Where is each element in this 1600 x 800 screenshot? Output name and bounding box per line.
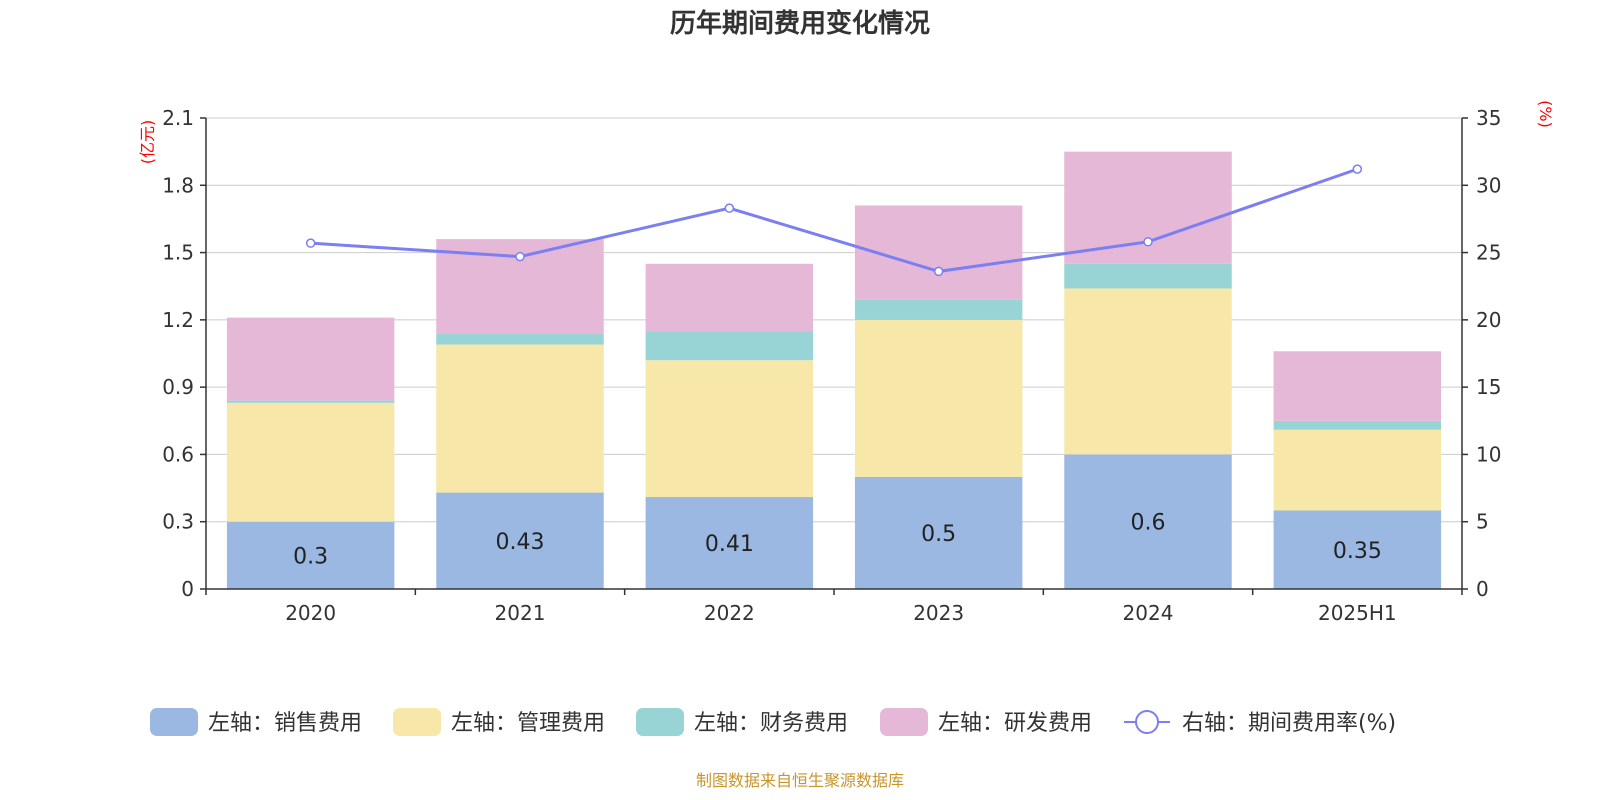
right-tick-label: 10	[1476, 442, 1501, 466]
legend: 左轴：销售费用 左轴：管理费用 左轴：财务费用 左轴：研发费用 右轴：期间费用率(%)	[150, 708, 1396, 736]
bar-segment-4-2024	[1064, 151, 1232, 264]
bar-segment-1-2022	[645, 497, 814, 589]
x-tick-label: 2023	[913, 601, 964, 625]
bar-segment-1-2024	[1064, 454, 1232, 589]
left-axis-unit: (亿元)	[138, 120, 157, 165]
bar-segment-4-2025H1	[1273, 351, 1442, 421]
rate-point-2023	[933, 266, 944, 277]
bar-segment-2-2021	[436, 344, 604, 493]
gridlines	[206, 117, 1462, 523]
legend-swatch	[636, 708, 684, 736]
bar-segment-3-2024	[1064, 263, 1232, 289]
bar-segment-4-2022	[645, 263, 814, 332]
left-tick-label: 1.8	[162, 173, 194, 197]
axes: 0 0.3 0.6 0.9 1.2 1.5 1.8 2.1 0 5 10 15 20 25 30 35 2020…	[138, 100, 1555, 625]
bar-value-label: 0.35	[1333, 539, 1382, 564]
source-footer: 制图数据来自恒生聚源数据库	[696, 771, 904, 790]
left-tick-label: 0.3	[162, 510, 194, 534]
right-tick-label: 0	[1476, 577, 1489, 601]
legend-swatch	[150, 708, 198, 736]
legend-swatch	[393, 708, 441, 736]
left-tick-label: 2.1	[162, 106, 194, 130]
left-tick-label: 0	[181, 577, 194, 601]
bar-segment-1-2025H1	[1273, 510, 1442, 589]
left-tick-label: 0.6	[162, 442, 194, 466]
left-tick-label: 1.5	[162, 241, 194, 265]
x-tick-label: 2024	[1123, 601, 1174, 625]
bar-series-group: 0.3 0.43 0.41 0.5 0.6 0.35	[226, 151, 1442, 589]
legend-label: 右轴：期间费用率(%)	[1182, 711, 1396, 736]
bar-segment-1-2021	[436, 492, 604, 589]
legend-label: 左轴：财务费用	[694, 711, 848, 736]
bar-segment-2-2024	[1064, 288, 1232, 455]
bar-segment-2-2020	[226, 402, 395, 522]
chart-title: 历年期间费用变化情况	[670, 8, 930, 39]
rate-point-2025H1	[1352, 164, 1363, 174]
bar-segment-3-2025H1	[1273, 420, 1442, 430]
rate-point-2024	[1143, 237, 1153, 247]
legend-label: 左轴：管理费用	[451, 711, 605, 736]
x-tick-label: 2022	[704, 601, 755, 625]
right-tick-label: 25	[1476, 241, 1501, 265]
bar-segment-3-2023	[854, 299, 1023, 320]
bar-segment-2-2023	[854, 319, 1023, 477]
right-tick-label: 15	[1476, 375, 1501, 399]
bar-value-label: 0.5	[921, 522, 956, 547]
line-series-group	[305, 164, 1363, 277]
legend-label: 左轴：研发费用	[938, 711, 1092, 736]
right-tick-label: 20	[1476, 308, 1501, 332]
bar-value-label: 0.6	[1131, 511, 1166, 536]
rate-point-2020	[305, 238, 316, 248]
right-tick-label: 35	[1476, 106, 1501, 130]
x-tick-label: 2021	[495, 601, 546, 625]
bar-value-label: 0.43	[496, 530, 545, 555]
x-tick-label: 2025H1	[1318, 601, 1397, 625]
bar-segment-4-2023	[854, 205, 1023, 300]
x-tick-label: 2020	[285, 601, 336, 625]
legend-swatch	[880, 708, 928, 736]
legend-marker	[1135, 710, 1159, 734]
bar-segment-4-2020	[226, 317, 395, 401]
rate-point-2021	[515, 251, 525, 262]
bar-value-label: 0.41	[705, 532, 754, 557]
bar-segment-3-2021	[436, 333, 604, 345]
rate-point-2022	[724, 203, 735, 213]
right-axis-unit: (%)	[1536, 100, 1555, 128]
bar-segment-2-2022	[645, 360, 814, 498]
legend-label: 左轴：销售费用	[208, 711, 362, 736]
bar-segment-1-2023	[854, 476, 1023, 589]
right-tick-label: 30	[1476, 173, 1501, 197]
rate-line	[310, 167, 1358, 273]
bar-segment-1-2020	[226, 521, 395, 589]
bar-segment-3-2020	[226, 400, 395, 403]
left-tick-label: 0.9	[162, 375, 194, 399]
bar-segment-2-2025H1	[1273, 429, 1442, 511]
bar-value-label: 0.3	[293, 544, 328, 569]
left-tick-label: 1.2	[162, 308, 194, 332]
right-tick-label: 5	[1476, 510, 1489, 534]
bar-segment-3-2022	[645, 331, 814, 361]
